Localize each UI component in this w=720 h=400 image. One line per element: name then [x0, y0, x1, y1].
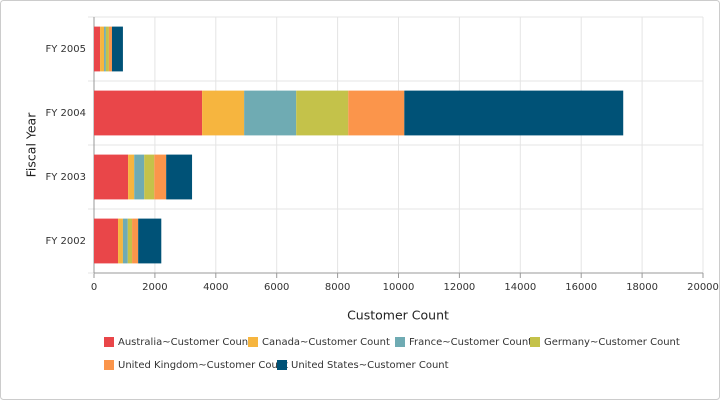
bar-segment: [94, 218, 119, 264]
legend-label: United States~Customer Count: [291, 360, 449, 371]
bar-segment: [108, 26, 112, 72]
legend-swatch: [248, 337, 258, 347]
bar-segment: [105, 26, 109, 72]
bar-segment: [128, 154, 135, 200]
bar-segment: [154, 154, 167, 200]
legend-label: Australia~Customer Count: [118, 337, 252, 348]
y-axis-title: Fiscal Year: [24, 112, 39, 178]
bar-segment: [348, 90, 405, 136]
x-tick-label: 2000: [142, 282, 167, 293]
x-axis-title: Customer Count: [347, 308, 449, 323]
y-tick-label: FY 2003: [46, 172, 87, 183]
bar-segment: [132, 218, 139, 264]
bar-segment: [138, 218, 162, 264]
legend-label: Canada~Customer Count: [262, 337, 390, 348]
bar-segment: [111, 26, 123, 72]
x-tick-label: 20000: [687, 282, 719, 293]
legend-label: United Kingdom~Customer Count: [118, 360, 288, 371]
x-tick-label: 0: [91, 282, 97, 293]
x-tick-label: 10000: [383, 282, 415, 293]
legend-label: Germany~Customer Count: [544, 337, 680, 348]
legend-swatch: [277, 360, 287, 370]
bar-segment: [94, 90, 203, 136]
legend-swatch: [104, 337, 114, 347]
bar-segment: [144, 154, 155, 200]
legend-label: France~Customer Count: [409, 337, 532, 348]
y-tick-label: FY 2005: [46, 44, 87, 55]
bar-segment: [244, 90, 297, 136]
legend-swatch: [530, 337, 540, 347]
bar-segment: [166, 154, 193, 200]
x-tick-label: 8000: [325, 282, 350, 293]
y-tick-label: FY 2002: [46, 236, 87, 247]
bar-segment: [94, 26, 101, 72]
bar-segment: [202, 90, 245, 136]
bar-segment: [127, 218, 133, 264]
x-tick-label: 4000: [203, 282, 228, 293]
x-tick-label: 18000: [626, 282, 658, 293]
x-tick-label: 12000: [443, 282, 475, 293]
bar-segment: [104, 26, 106, 72]
legend-swatch: [395, 337, 405, 347]
x-tick-label: 6000: [264, 282, 289, 293]
bar-segment: [100, 26, 105, 72]
bar-segment: [134, 154, 145, 200]
y-tick-label: FY 2004: [46, 108, 87, 119]
bar-segment: [296, 90, 349, 136]
legend-swatch: [104, 360, 114, 370]
x-tick-label: 14000: [504, 282, 536, 293]
bar-segment: [94, 154, 129, 200]
x-tick-label: 16000: [565, 282, 597, 293]
bar-segment: [122, 218, 128, 264]
bar-segment: [118, 218, 123, 264]
bar-segment: [404, 90, 624, 136]
